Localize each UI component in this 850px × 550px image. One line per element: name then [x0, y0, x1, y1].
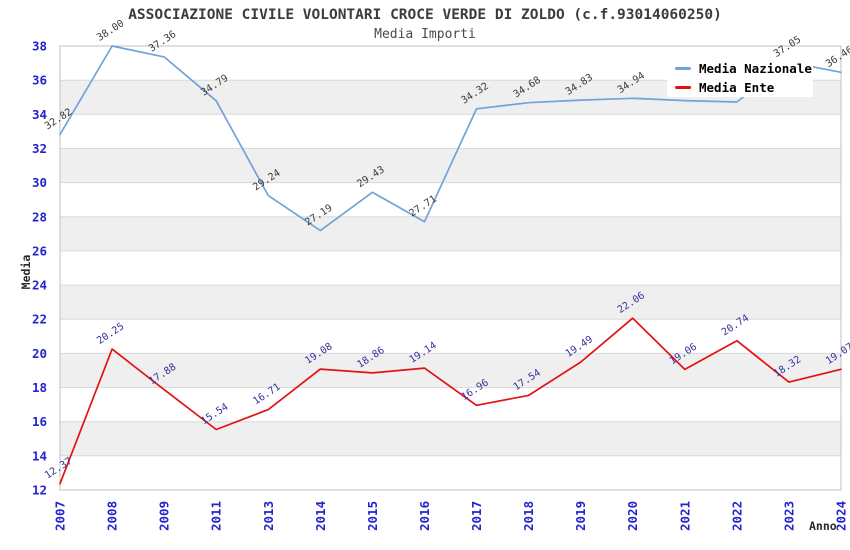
- grid-band: [60, 455, 841, 490]
- legend-label-media-nazionale: Media Nazionale: [699, 61, 812, 76]
- y-tick-label: 24: [32, 278, 47, 293]
- x-tick-label: 2024: [834, 501, 849, 531]
- y-tick-label: 22: [32, 312, 47, 327]
- legend: Media Nazionale Media Ente: [667, 59, 813, 97]
- series-line-media-nazionale: [59, 45, 842, 232]
- y-tick-label: 36: [32, 73, 47, 88]
- series-line-media-ente: [59, 317, 842, 485]
- x-tick-label: 2020: [625, 501, 640, 531]
- legend-line-swatch-nazionale-icon: [675, 67, 691, 70]
- chart-subtitle: Media Importi: [374, 27, 476, 42]
- y-tick-label: 30: [32, 175, 47, 190]
- x-tick-label: 2011: [209, 501, 224, 531]
- x-tick-label: 2014: [313, 501, 328, 531]
- y-tick-label: 16: [32, 414, 47, 429]
- legend-item-media-ente: Media Ente: [667, 78, 813, 97]
- x-tick-label: 2009: [157, 501, 172, 531]
- grid-band: [60, 421, 841, 456]
- x-tick-label: 2013: [261, 501, 276, 531]
- chart-title: ASSOCIAZIONE CIVILE VOLONTARI CROCE VERD…: [128, 7, 722, 23]
- grid-band: [60, 387, 841, 422]
- y-tick-label: 38: [32, 39, 47, 54]
- grid-band: [60, 114, 841, 149]
- x-axis-title: Anno: [809, 519, 837, 533]
- x-tick-label: 2008: [105, 501, 120, 531]
- x-tick-label: 2021: [677, 501, 692, 531]
- point-label-media-nazionale: 38.00: [95, 18, 126, 44]
- y-tick-label: 12: [32, 483, 47, 498]
- grid-band: [60, 250, 841, 286]
- grid-band: [60, 216, 841, 251]
- y-tick-label: 26: [32, 243, 47, 258]
- y-tick-label: 14: [32, 448, 47, 463]
- plot-border: [59, 45, 842, 491]
- y-tick-label: 18: [32, 380, 47, 395]
- y-axis-title: Media: [19, 255, 33, 290]
- y-tick-label: 28: [32, 209, 47, 224]
- grid-band: [60, 319, 841, 354]
- grid-band: [60, 285, 841, 320]
- x-tick-label: 2017: [469, 501, 484, 531]
- x-tick-label: 2018: [521, 501, 536, 531]
- x-tick-label: 2015: [365, 501, 380, 531]
- x-tick-label: 2019: [573, 501, 588, 531]
- x-tick-label: 2016: [417, 501, 432, 531]
- x-tick-label: 2023: [781, 501, 796, 531]
- x-tick-label: 2022: [729, 501, 744, 531]
- legend-line-swatch-ente-icon: [675, 86, 691, 89]
- y-tick-label: 34: [32, 107, 47, 122]
- y-tick-label: 32: [32, 141, 47, 156]
- grid-band: [60, 353, 841, 388]
- legend-label-media-ente: Media Ente: [699, 80, 775, 95]
- y-tick-label: 20: [32, 346, 47, 361]
- legend-item-media-nazionale: Media Nazionale: [667, 59, 813, 78]
- grid-band: [60, 182, 841, 217]
- x-tick-label: 2007: [53, 501, 68, 531]
